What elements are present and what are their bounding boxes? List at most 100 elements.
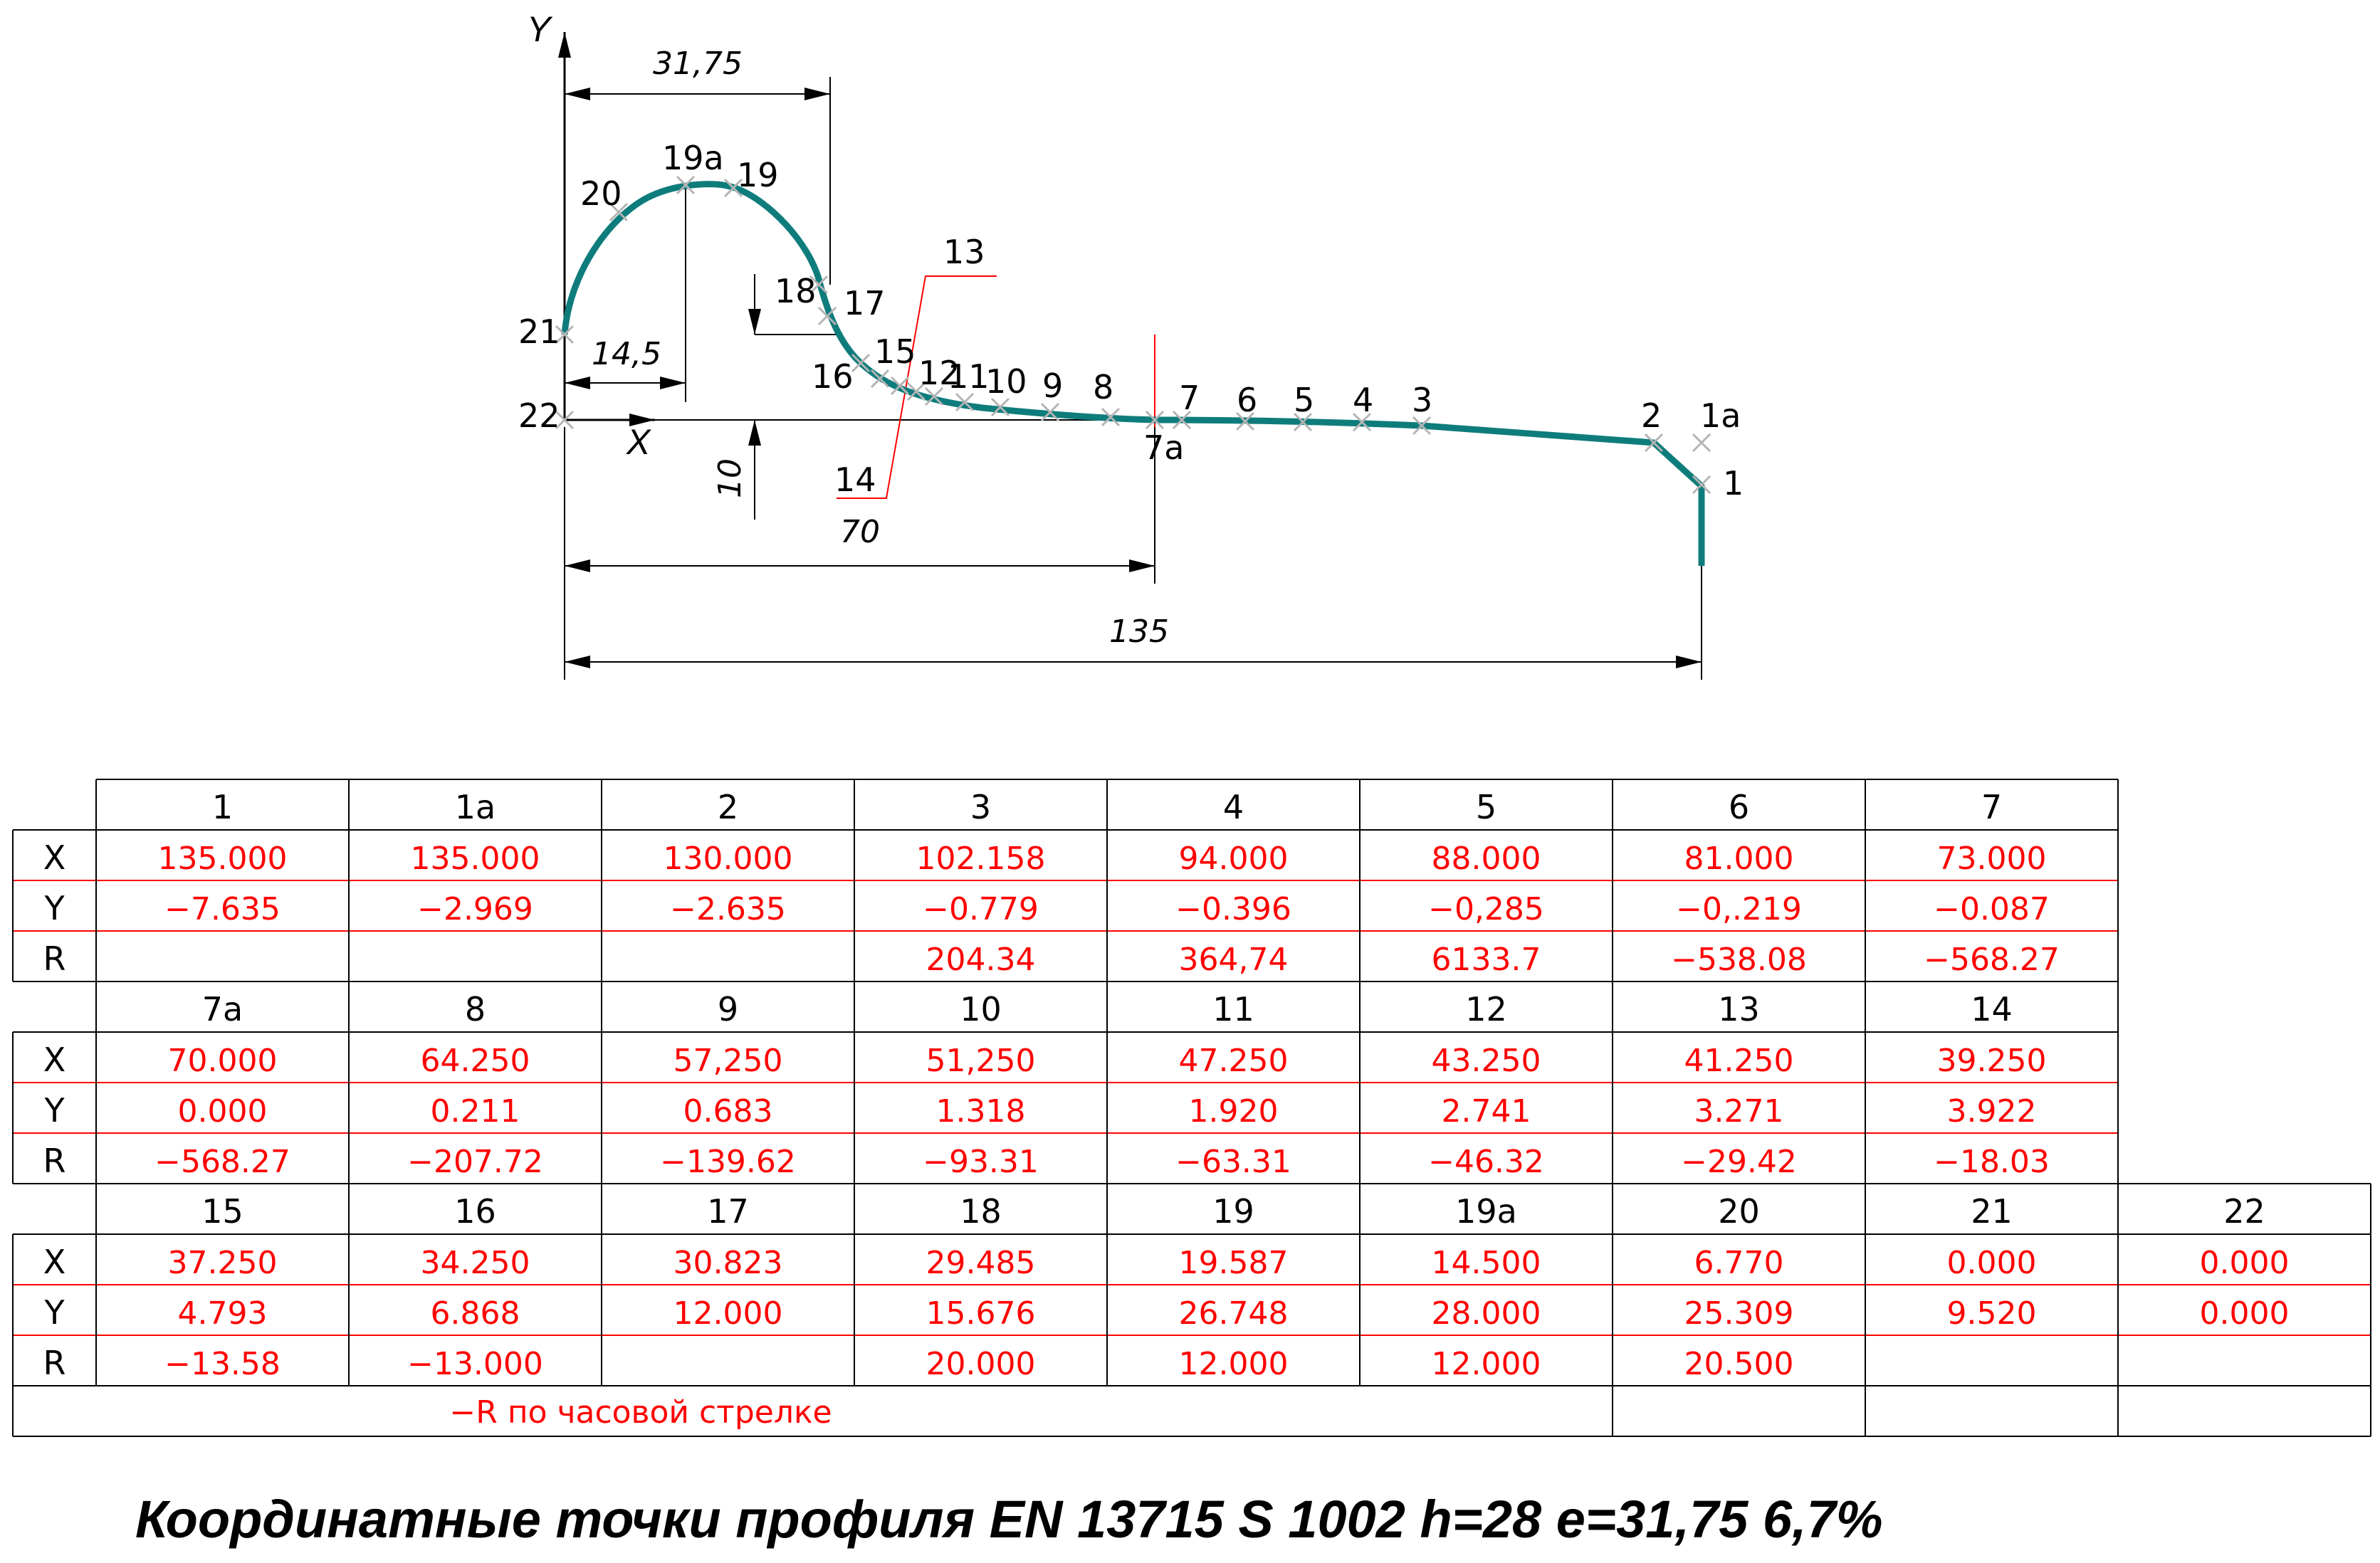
point-marker-2	[1644, 433, 1664, 453]
point-marker-1	[1692, 475, 1711, 495]
column-header: 4	[1223, 788, 1244, 826]
point-marker-8	[1101, 407, 1121, 427]
cell-x-value: 51,250	[926, 1043, 1036, 1079]
dim-total-length: 135	[1109, 614, 1169, 650]
point-label-13: 13	[943, 233, 985, 271]
point-label-16: 16	[812, 357, 854, 396]
point-label-6: 6	[1237, 381, 1257, 419]
point-label-19: 19	[737, 156, 779, 194]
cell-x-value: 57,250	[673, 1043, 783, 1079]
cell-y-value: −0.779	[923, 891, 1039, 927]
point-label-3: 3	[1412, 381, 1432, 419]
point-label-18: 18	[775, 272, 817, 310]
cell-x-value: 29.485	[926, 1245, 1036, 1281]
point-label-20: 20	[580, 174, 622, 213]
point-marker-5	[1293, 412, 1313, 432]
cell-r-value: 204.34	[926, 942, 1036, 978]
cell-y-value: 1.920	[1189, 1093, 1279, 1130]
column-header: 7a	[202, 990, 243, 1028]
cell-y-value: −0,.219	[1676, 891, 1802, 927]
column-header: 9	[718, 990, 738, 1028]
row-label-x: X	[43, 1243, 66, 1281]
row-label-r: R	[43, 1344, 66, 1382]
point-label-1a: 1a	[1700, 396, 1741, 435]
point-label-8: 8	[1093, 368, 1113, 406]
point-marker-7	[1172, 410, 1192, 430]
column-header: 22	[2223, 1192, 2265, 1231]
column-header: 18	[960, 1192, 1002, 1231]
cell-y-value: 25.309	[1684, 1295, 1794, 1332]
point-label-7: 7	[1179, 379, 1200, 417]
cell-y-value: 15.676	[926, 1295, 1036, 1332]
cell-x-value: 0.000	[1947, 1245, 2037, 1281]
cell-r-value: −63.31	[1175, 1144, 1291, 1180]
cell-x-value: 135.000	[158, 841, 288, 877]
row-label-x: X	[43, 838, 66, 877]
column-header: 1a	[455, 788, 496, 826]
point-marker-4	[1352, 412, 1372, 432]
cell-x-value: 88.000	[1432, 841, 1541, 877]
column-header: 8	[465, 990, 486, 1028]
cell-x-value: 34.250	[421, 1245, 530, 1281]
cell-y-value: 0.000	[2200, 1295, 2290, 1332]
cell-x-value: 102.158	[916, 841, 1046, 877]
cell-x-value: 81.000	[1684, 841, 1794, 877]
cell-x-value: 0.000	[2200, 1245, 2290, 1281]
cell-x-value: 73.000	[1937, 841, 2047, 877]
column-header: 2	[718, 788, 738, 826]
cell-r-value: 12.000	[1432, 1346, 1541, 1382]
cell-y-value: 28.000	[1432, 1295, 1541, 1332]
cell-y-value: 6.868	[431, 1295, 520, 1332]
dim-half-length: 70	[840, 514, 880, 550]
column-header: 5	[1476, 788, 1496, 826]
point-label-15: 15	[874, 332, 916, 371]
cell-r-value: −13.58	[164, 1346, 281, 1382]
cell-r-value: 6133.7	[1432, 942, 1541, 978]
column-header: 10	[960, 990, 1002, 1028]
cell-r-value: −538.08	[1671, 942, 1807, 978]
point-marker-13	[906, 381, 926, 401]
column-header: 19	[1212, 1192, 1254, 1231]
point-marker-15	[870, 369, 890, 389]
column-header: 14	[1971, 990, 2013, 1028]
column-header: 21	[1971, 1192, 2013, 1231]
cell-y-value: 1.318	[936, 1093, 1026, 1130]
y-axis-label: Y	[527, 9, 553, 49]
cell-r-value: −207.72	[407, 1144, 543, 1180]
cell-r-value: 364,74	[1179, 942, 1289, 978]
clockwise-note: −R по часовой стрелке	[449, 1394, 832, 1431]
cell-y-value: 3.922	[1947, 1093, 2037, 1130]
point-marker-14	[890, 376, 910, 396]
point-marker-3	[1412, 416, 1432, 436]
row-label-x: X	[43, 1041, 66, 1079]
cell-y-value: −7.635	[164, 891, 281, 927]
column-header: 12	[1465, 990, 1507, 1028]
column-header: 15	[201, 1192, 243, 1231]
cell-y-value: −0.396	[1175, 891, 1291, 927]
cell-y-value: −0,285	[1428, 891, 1544, 927]
cell-y-value: −0.087	[1934, 891, 2050, 927]
point-label-14: 14	[834, 461, 876, 499]
profile-title: Координатные точки профиля EN 13715 S 10…	[135, 1490, 1883, 1549]
point-label-10: 10	[985, 362, 1027, 401]
point-label-11: 11	[948, 357, 990, 396]
column-header: 1	[212, 788, 233, 826]
point-label-7a: 7a	[1143, 428, 1184, 467]
cell-r-value: −568.27	[154, 1144, 290, 1180]
cell-x-value: 41.250	[1684, 1043, 1794, 1079]
cell-r-value: −93.31	[923, 1144, 1039, 1180]
point-marker-19	[723, 178, 743, 198]
cell-y-value: 3.271	[1694, 1093, 1784, 1130]
cell-x-value: 94.000	[1179, 841, 1289, 877]
cell-r-value: −139.62	[660, 1144, 796, 1180]
cell-x-value: 19.587	[1179, 1245, 1289, 1281]
point-marker-21	[555, 325, 575, 344]
point-label-9: 9	[1042, 367, 1063, 405]
point-marker-1a	[1692, 433, 1711, 453]
row-label-y: Y	[43, 1091, 65, 1130]
cell-r-value: −18.03	[1934, 1144, 2050, 1180]
cell-r-value: −46.32	[1428, 1144, 1544, 1180]
point-marker-22	[555, 410, 575, 430]
row-label-r: R	[43, 1142, 66, 1180]
